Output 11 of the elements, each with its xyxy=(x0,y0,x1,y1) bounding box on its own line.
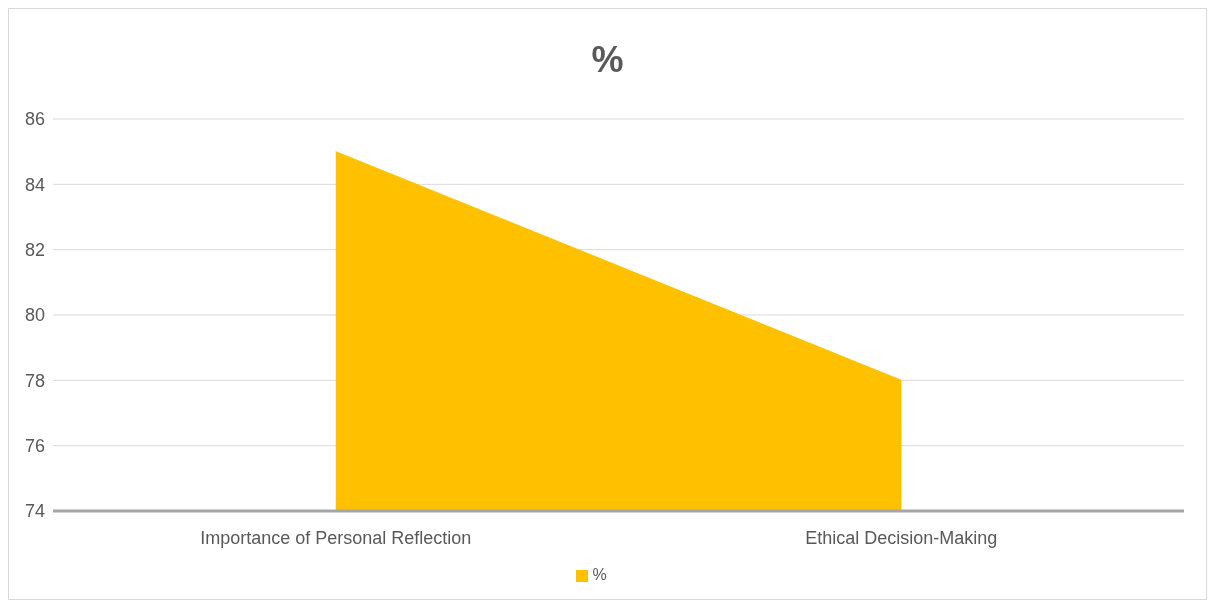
y-tick-label: 76 xyxy=(24,436,45,457)
y-tick-label: 78 xyxy=(24,370,45,391)
y-tick-label: 82 xyxy=(24,240,45,261)
x-tick-label: Ethical Decision-Making xyxy=(805,527,998,548)
legend-label: % xyxy=(592,566,607,583)
y-tick-label: 80 xyxy=(24,305,45,326)
y-tick-label: 84 xyxy=(24,174,45,195)
chart-title: % xyxy=(590,39,625,81)
y-tick-label: 86 xyxy=(24,109,45,130)
x-tick-label: Importance of Personal Reflection xyxy=(200,527,472,548)
y-tick-label: 74 xyxy=(24,501,45,522)
